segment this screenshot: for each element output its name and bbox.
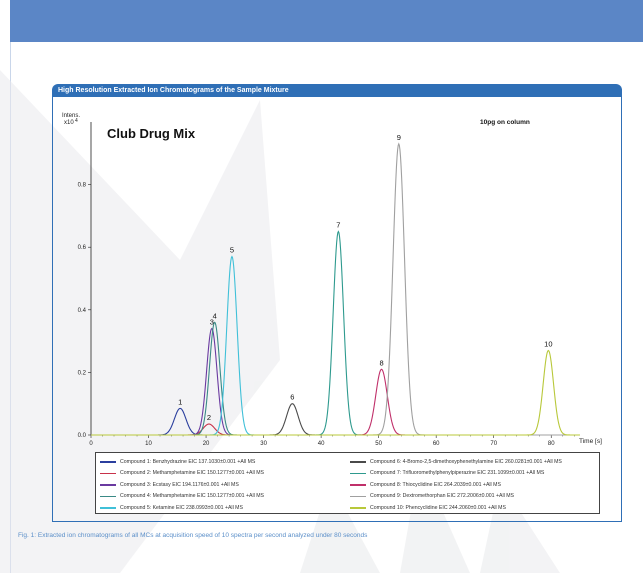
peak-label-5: 5	[230, 246, 234, 255]
legend-entry-label: Compound 7: Trifluoromethylphenylpiperaz…	[370, 470, 545, 477]
y-tick-label: 0.0	[78, 433, 87, 439]
x-tick-label: 70	[490, 441, 497, 447]
peak-line-9	[91, 142, 580, 436]
x-axis-label: Time [s]	[579, 438, 602, 445]
panel-frame	[52, 97, 622, 522]
peak-line-6	[91, 403, 580, 436]
peak-label-2: 2	[207, 413, 211, 422]
legend-entry-9: Compound 9: Dextromethorphan EIC 272.200…	[350, 491, 600, 503]
x-tick-label: 40	[318, 441, 325, 447]
x-tick-label: 20	[203, 441, 210, 447]
legend-entry-6: Compound 6: 4-Bromo-2,5-dimethoxypheneth…	[350, 456, 600, 468]
legend-entry-label: Compound 3: Ecstasy EIC 194.1176±0.001 +…	[120, 481, 239, 488]
legend-entry-10: Compound 10: Phencyclidine EIC 244.2060±…	[350, 502, 600, 514]
x-tick-label: 0	[89, 441, 93, 447]
peak-label-7: 7	[336, 221, 340, 230]
peak-label-1: 1	[178, 397, 182, 406]
legend-entry-label: Compound 1: Benzhydrazine EIC 137.1030±0…	[120, 458, 256, 465]
legend-swatch	[100, 507, 116, 509]
peak-line-10	[91, 349, 580, 436]
x-tick-label: 30	[260, 441, 267, 447]
legend-column-right: Compound 6: 4-Bromo-2,5-dimethoxypheneth…	[350, 456, 600, 514]
x-tick-label: 50	[375, 441, 382, 447]
peak-label-10: 10	[544, 339, 552, 348]
y-axis-label-exponent: 4	[75, 118, 78, 124]
legend-swatch	[350, 461, 366, 463]
legend-swatch	[100, 461, 116, 463]
peak-line-7	[91, 230, 580, 436]
legend-entry-5: Compound 5: Ketamine EIC 238.0993±0.001 …	[100, 502, 350, 514]
peak-line-4	[91, 321, 580, 436]
y-tick-label: 0.4	[78, 308, 87, 314]
legend-swatch	[350, 472, 366, 474]
legend-entry-7: Compound 7: Trifluoromethylphenylpiperaz…	[350, 468, 600, 480]
legend-entry-label: Compound 5: Ketamine EIC 238.0993±0.001 …	[120, 504, 243, 511]
peak-label-4: 4	[213, 311, 217, 320]
chart-annotation: 10pg on column	[480, 119, 530, 126]
legend-swatch	[350, 495, 366, 497]
figure-caption: Fig. 1: Extracted ion chromatograms of a…	[18, 532, 368, 539]
peak-line-1	[91, 407, 580, 436]
legend-swatch	[350, 484, 366, 486]
panel-title: High Resolution Extracted Ion Chromatogr…	[52, 84, 622, 97]
y-axis-label-line-1: Intens.	[62, 113, 80, 119]
legend-entry-4: Compound 4: Methamphetamine EIC 150.1277…	[100, 491, 350, 503]
legend-swatch	[350, 507, 366, 509]
page-header-bar	[10, 0, 643, 42]
peak-line-5	[91, 255, 580, 436]
legend-entry-label: Compound 2: Methamphetamine EIC 150.1277…	[120, 470, 265, 477]
peak-label-3: 3	[210, 318, 214, 327]
chart-legend: Compound 1: Benzhydrazine EIC 137.1030±0…	[95, 452, 600, 514]
legend-swatch	[100, 495, 116, 497]
legend-entry-label: Compound 9: Dextromethorphan EIC 272.200…	[370, 493, 515, 500]
legend-swatch	[100, 484, 116, 486]
peak-label-6: 6	[290, 393, 294, 402]
peak-line-8	[91, 368, 580, 436]
peak-label-9: 9	[397, 133, 401, 142]
peak-line-3	[91, 327, 580, 436]
legend-entry-8: Compound 8: Thiocyclidine EIC 264.2039±0…	[350, 479, 600, 491]
y-tick-label: 0.8	[78, 183, 87, 189]
y-tick-label: 0.6	[78, 245, 87, 251]
legend-entry-label: Compound 10: Phencyclidine EIC 244.2060±…	[370, 504, 506, 511]
legend-entry-2: Compound 2: Methamphetamine EIC 150.1277…	[100, 468, 350, 480]
legend-entry-label: Compound 8: Thiocyclidine EIC 264.2039±0…	[370, 481, 501, 488]
y-tick-label: 0.2	[78, 370, 87, 376]
peak-line-2	[91, 423, 580, 436]
legend-entry-label: Compound 4: Methamphetamine EIC 150.1277…	[120, 493, 265, 500]
x-tick-label: 80	[548, 441, 555, 447]
legend-entry-label: Compound 6: 4-Bromo-2,5-dimethoxypheneth…	[370, 458, 562, 465]
peak-label-8: 8	[379, 358, 383, 367]
legend-column-left: Compound 1: Benzhydrazine EIC 137.1030±0…	[100, 456, 350, 514]
x-tick-label: 60	[433, 441, 440, 447]
legend-swatch	[100, 472, 116, 474]
y-axis-label-line-2: x10	[64, 120, 74, 126]
chart-title: Club Drug Mix	[107, 126, 196, 141]
legend-entry-3: Compound 3: Ecstasy EIC 194.1176±0.001 +…	[100, 479, 350, 491]
chromatogram-chart: Club Drug Mix 10pg on column Intens. x10…	[62, 113, 602, 447]
legend-entry-1: Compound 1: Benzhydrazine EIC 137.1030±0…	[100, 456, 350, 468]
x-tick-label: 10	[145, 441, 152, 447]
